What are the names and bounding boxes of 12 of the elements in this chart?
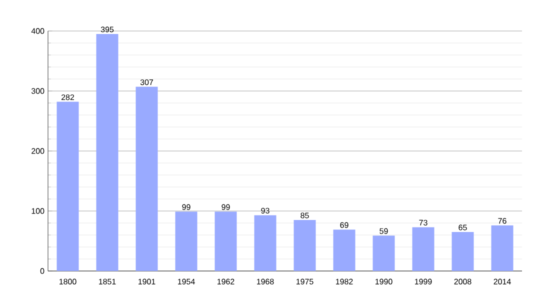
bar (96, 34, 118, 271)
bar (491, 225, 514, 271)
bar (372, 236, 395, 271)
bar (136, 86, 158, 271)
bar (56, 102, 79, 271)
bar (333, 230, 356, 271)
bar (452, 232, 474, 271)
bar (214, 212, 237, 271)
bar (294, 220, 316, 271)
bar (175, 212, 198, 271)
bar (254, 215, 276, 271)
bar (412, 227, 434, 271)
